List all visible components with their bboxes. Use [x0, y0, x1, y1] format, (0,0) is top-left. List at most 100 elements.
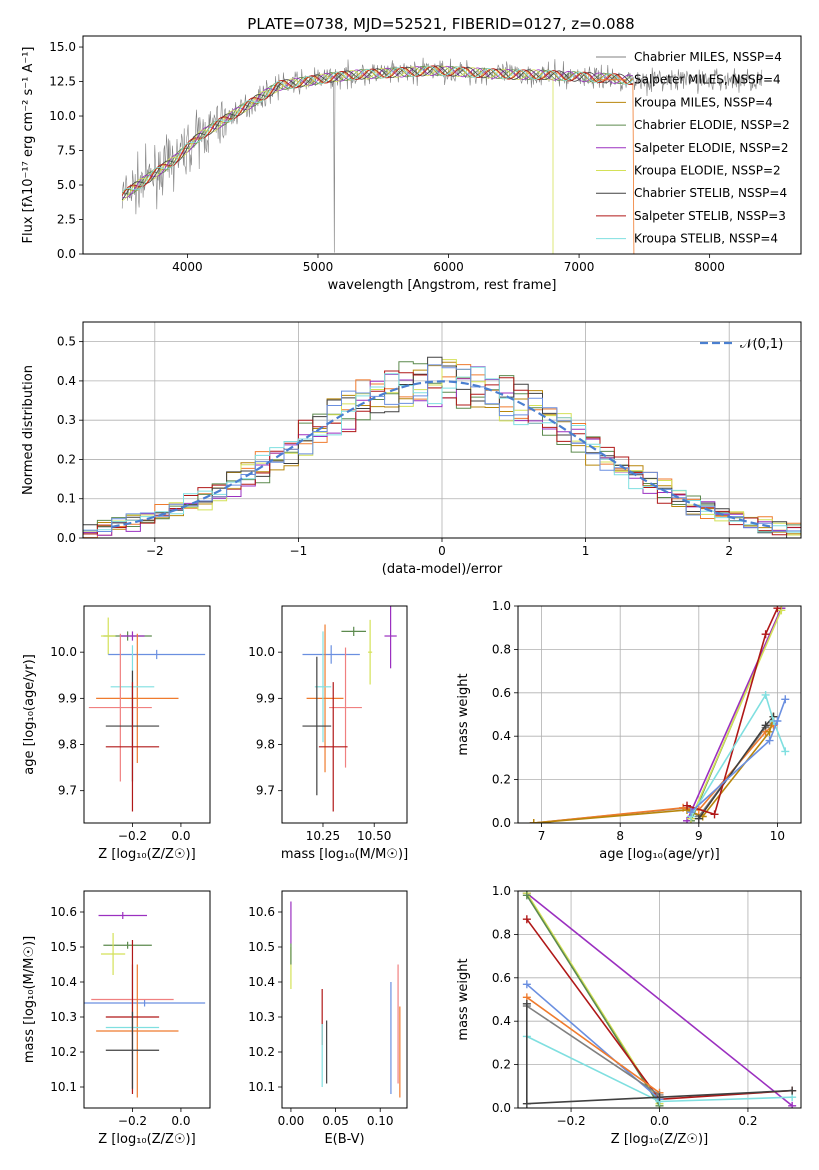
y-tick-label: 1.0: [492, 599, 511, 613]
y-axis-label: mass [log₁₀(M/M☉)]: [22, 936, 37, 1063]
data-point: [105, 1011, 160, 1089]
x-tick-label: 2: [725, 544, 733, 558]
spectrum-model-line: [121, 65, 633, 196]
data-point: [103, 941, 152, 949]
data-point: [314, 631, 332, 743]
x-tick-label: 9: [695, 829, 703, 843]
spectrum-model-line: [121, 65, 634, 193]
y-tick-label: 0.6: [492, 686, 511, 700]
y-tick-label: 10.6: [248, 905, 275, 919]
data-point: [96, 964, 179, 1098]
data-point: [302, 656, 332, 796]
x-tick-label: 0.0: [650, 1114, 669, 1128]
weight-line: [690, 693, 787, 817]
plot-area: [121, 57, 763, 254]
data-point: [368, 619, 373, 685]
y-tick-label: 10.0: [49, 109, 76, 123]
y-tick-label: 0.2: [492, 1058, 511, 1072]
y-tick-label: 9.7: [58, 784, 77, 798]
legend-label: Salpeter STELIB, NSSP=3: [634, 209, 786, 223]
y-tick-label: 9.8: [58, 738, 77, 752]
y-tick-label: 0.8: [492, 927, 511, 941]
x-axis-label: Z [log₁₀(Z/Z☉)]: [611, 1132, 708, 1147]
legend-label: 𝒩(0,1): [740, 337, 783, 352]
weight-marker: [683, 801, 692, 810]
weight-marker: [765, 736, 774, 745]
weight-marker: [773, 717, 782, 726]
data-point: [318, 682, 348, 812]
y-tick-label: 10.0: [50, 645, 77, 659]
plot-area: [290, 901, 401, 1098]
data-point: [84, 999, 206, 1007]
plot-area: [88, 617, 206, 812]
plot-area: [302, 606, 397, 812]
y-tick-label: 0.0: [492, 816, 511, 830]
legend: 𝒩(0,1): [700, 337, 783, 352]
data-point: [306, 624, 344, 773]
x-tick-label: 6000: [433, 260, 464, 274]
weight-marker: [655, 1093, 664, 1102]
panel-age-vs-Z: −0.2 0.0 9.7 9.8 9.9 10.0 Z [log₁₀(Z/Z☉)] age […: [22, 605, 211, 862]
weight-line: [526, 1005, 660, 1096]
spectrum-data-line: [121, 57, 763, 253]
data-point: [88, 633, 152, 782]
weight-marker: [788, 1101, 797, 1108]
x-tick-label: −2: [146, 544, 164, 558]
spectrum-model-line: [122, 65, 554, 254]
legend-label: Kroupa ELODIE, NSSP=2: [634, 164, 781, 178]
x-tick-label: 0: [438, 544, 446, 558]
y-tick-label: 10.3: [50, 1010, 77, 1024]
legend-label: Salpeter MILES, NSSP=4: [634, 73, 781, 87]
plot-area: [83, 356, 801, 538]
spectrum-model-line: [121, 65, 635, 254]
x-tick-label: 0.10: [367, 1114, 394, 1128]
y-tick-label: 0.0: [492, 1101, 511, 1115]
legend-label: Chabrier ELODIE, NSSP=2: [634, 118, 790, 132]
panels: 4000 5000 6000 7000 80000.02.55.07.510.012.5…: [21, 35, 802, 1147]
y-tick-label: 10.4: [248, 975, 275, 989]
axes-frame: [281, 890, 408, 1109]
legend-label: Salpeter ELODIE, NSSP=2: [634, 141, 789, 155]
plot-area: [84, 912, 206, 1098]
data-point: [100, 933, 126, 975]
weight-marker: [788, 1086, 797, 1095]
weight-line: [690, 699, 787, 813]
y-tick-label: 9.9: [256, 691, 275, 705]
y-tick-label: 10.1: [248, 1080, 275, 1094]
y-tick-label: 10.2: [50, 1045, 77, 1059]
weight-line: [686, 607, 783, 822]
y-axis-label: mass weight: [456, 958, 471, 1040]
axes-frame: [83, 890, 211, 1109]
data-point: [96, 633, 179, 763]
weight-marker: [761, 630, 770, 639]
y-tick-label: 12.5: [49, 75, 76, 89]
y-tick-label: 0.3: [57, 413, 76, 427]
x-tick-label: 8: [616, 829, 624, 843]
data-point: [329, 647, 362, 768]
weight-line: [526, 892, 793, 1107]
weight-marker: [710, 810, 719, 819]
axes-frame: [517, 605, 802, 824]
x-tick-label: 10.25: [306, 829, 340, 843]
weight-marker: [522, 1099, 531, 1108]
weight-marker: [522, 915, 531, 924]
y-tick-label: 0.6: [492, 971, 511, 985]
y-tick-label: 15.0: [49, 40, 76, 54]
y-tick-label: 1.0: [492, 884, 511, 898]
weight-marker: [761, 721, 770, 730]
weight-marker: [522, 999, 531, 1008]
x-tick-label: 10: [770, 829, 785, 843]
data-point: [108, 649, 206, 660]
x-axis-label: mass [log₁₀(M/M☉)]: [281, 847, 408, 862]
weight-line: [526, 996, 660, 1094]
y-tick-label: 0.5: [57, 335, 76, 349]
data-point: [98, 912, 147, 919]
y-tick-label: 9.7: [256, 784, 275, 798]
data-point: [302, 645, 360, 664]
axes-frame: [83, 605, 211, 824]
histogram-step: [83, 366, 801, 533]
y-tick-label: 9.8: [256, 738, 275, 752]
y-tick-label: 7.5: [57, 144, 76, 158]
panel-spectrum: 4000 5000 6000 7000 8000 0.0 2.5 5.0 7.5 10.0 12.5…: [21, 35, 802, 293]
